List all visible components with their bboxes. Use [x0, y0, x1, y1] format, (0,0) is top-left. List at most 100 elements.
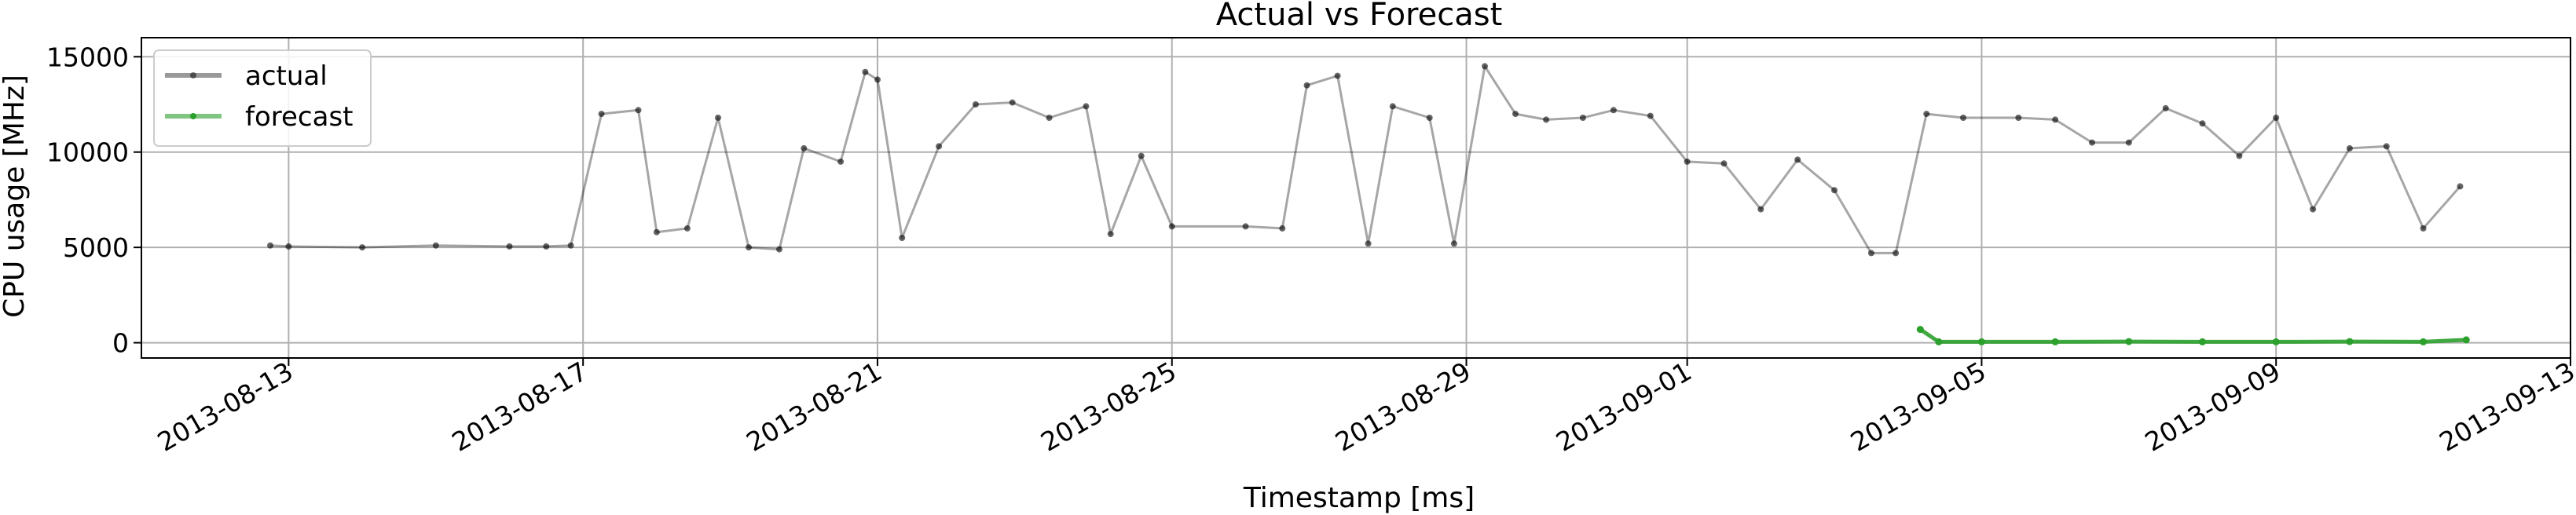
data-point-actual — [1426, 115, 1433, 121]
legend-label-forecast: forecast — [245, 101, 354, 133]
data-point-forecast — [2346, 338, 2354, 345]
data-point-actual — [1720, 160, 1728, 167]
data-point-actual — [2310, 206, 2317, 213]
data-point-actual — [1009, 99, 1016, 106]
data-point-actual — [2273, 115, 2280, 121]
data-point-forecast — [2199, 338, 2206, 345]
data-point-actual — [936, 143, 943, 150]
data-point-actual — [1242, 223, 1249, 230]
data-point-actual — [1757, 206, 1764, 213]
data-point-forecast — [2462, 336, 2470, 344]
data-point-actual — [285, 243, 292, 250]
data-point-forecast — [2272, 338, 2280, 345]
data-point-actual — [2162, 104, 2169, 111]
data-point-actual — [2383, 143, 2390, 150]
x-tick-label: 2013-09-05 — [1845, 356, 1992, 458]
legend-marker-forecast — [190, 113, 196, 119]
x-axis-label: Timestamp [ms] — [1243, 482, 1475, 514]
data-point-actual — [683, 225, 691, 232]
x-tick-label: 2013-08-17 — [447, 356, 593, 458]
data-point-actual — [2199, 120, 2206, 127]
y-tick-label: 10000 — [46, 137, 129, 168]
data-point-actual — [267, 242, 273, 249]
data-point-actual — [1365, 240, 1372, 247]
x-tick-label: 2013-09-13 — [2434, 356, 2576, 458]
data-point-actual — [1046, 115, 1053, 121]
data-point-actual — [1334, 72, 1341, 79]
y-tick-label: 15000 — [46, 42, 129, 72]
data-point-actual — [1303, 82, 1310, 89]
legend-box — [153, 49, 372, 147]
chart-title: Actual vs Forecast — [1216, 0, 1503, 33]
data-point-actual — [1107, 231, 1114, 238]
data-point-actual — [506, 243, 513, 250]
data-point-actual — [1543, 116, 1550, 123]
data-point-actual — [1450, 240, 1457, 247]
data-point-actual — [1647, 112, 1654, 119]
data-point-actual — [801, 144, 808, 152]
data-point-actual — [1389, 103, 1396, 110]
data-point-forecast — [1916, 326, 1924, 334]
data-point-actual — [746, 244, 752, 251]
data-point-forecast — [2051, 338, 2059, 345]
x-tick-label: 2013-09-09 — [2140, 356, 2286, 458]
data-point-actual — [715, 115, 721, 121]
legend-label-actual: actual — [245, 60, 328, 92]
data-point-actual — [1867, 250, 1874, 257]
data-point-actual — [776, 246, 782, 253]
data-point-actual — [837, 158, 845, 165]
data-point-actual — [1482, 63, 1488, 70]
x-tick-label: 2013-09-01 — [1551, 356, 1697, 458]
data-point-actual — [2052, 116, 2059, 123]
data-point-forecast — [2420, 338, 2428, 345]
y-tick-label: 0 — [112, 328, 129, 359]
data-point-actual — [1579, 115, 1586, 121]
series-line-forecast — [1918, 327, 2467, 344]
data-point-actual — [1684, 158, 1691, 165]
y-axis-label: CPU usage [MHz] — [0, 75, 31, 318]
data-point-actual — [862, 68, 869, 75]
legend-marker-actual — [190, 72, 196, 79]
data-point-actual — [1794, 156, 1801, 163]
legend: actual forecast — [153, 49, 372, 147]
data-point-actual — [1512, 111, 1519, 118]
x-tick-label: 2013-08-21 — [741, 356, 887, 458]
data-point-actual — [359, 244, 366, 251]
x-tick-label: 2013-08-25 — [1035, 356, 1182, 458]
data-point-actual — [1138, 152, 1145, 159]
data-point-actual — [1610, 107, 1617, 114]
data-point-actual — [432, 242, 439, 249]
data-point-actual — [2089, 139, 2095, 146]
data-point-actual — [1083, 103, 1090, 110]
data-point-actual — [2236, 152, 2243, 159]
data-point-actual — [1893, 250, 1900, 257]
data-point-actual — [543, 243, 550, 250]
series-line-actual — [269, 64, 2461, 254]
data-point-actual — [2420, 225, 2427, 232]
data-point-actual — [2125, 139, 2132, 146]
y-tick-label: 5000 — [63, 232, 129, 263]
y-axis: 0 5000 10000 15000 — [46, 42, 141, 359]
data-point-actual — [972, 101, 979, 108]
data-point-actual — [1831, 187, 1838, 194]
plot-area — [267, 63, 2470, 345]
data-point-actual — [1168, 223, 1175, 230]
grid-lines — [141, 38, 2571, 358]
data-point-actual — [1960, 115, 1966, 121]
data-point-actual — [2457, 183, 2464, 190]
plot-frame — [141, 37, 2571, 359]
data-point-actual — [899, 235, 906, 241]
data-point-actual — [598, 111, 605, 118]
x-tick-label: 2013-08-13 — [152, 356, 299, 458]
x-tick-label: 2013-08-29 — [1330, 356, 1476, 458]
data-point-actual — [874, 76, 881, 83]
data-point-forecast — [1935, 338, 1943, 345]
data-point-actual — [1923, 111, 1930, 118]
data-point-actual — [2346, 144, 2353, 152]
data-point-actual — [635, 107, 642, 114]
data-point-actual — [653, 228, 660, 236]
data-point-actual — [567, 242, 574, 249]
x-axis: 2013-08-13 2013-08-17 2013-08-21 2013-08-25… — [152, 356, 2576, 458]
data-point-forecast — [1977, 338, 1985, 345]
